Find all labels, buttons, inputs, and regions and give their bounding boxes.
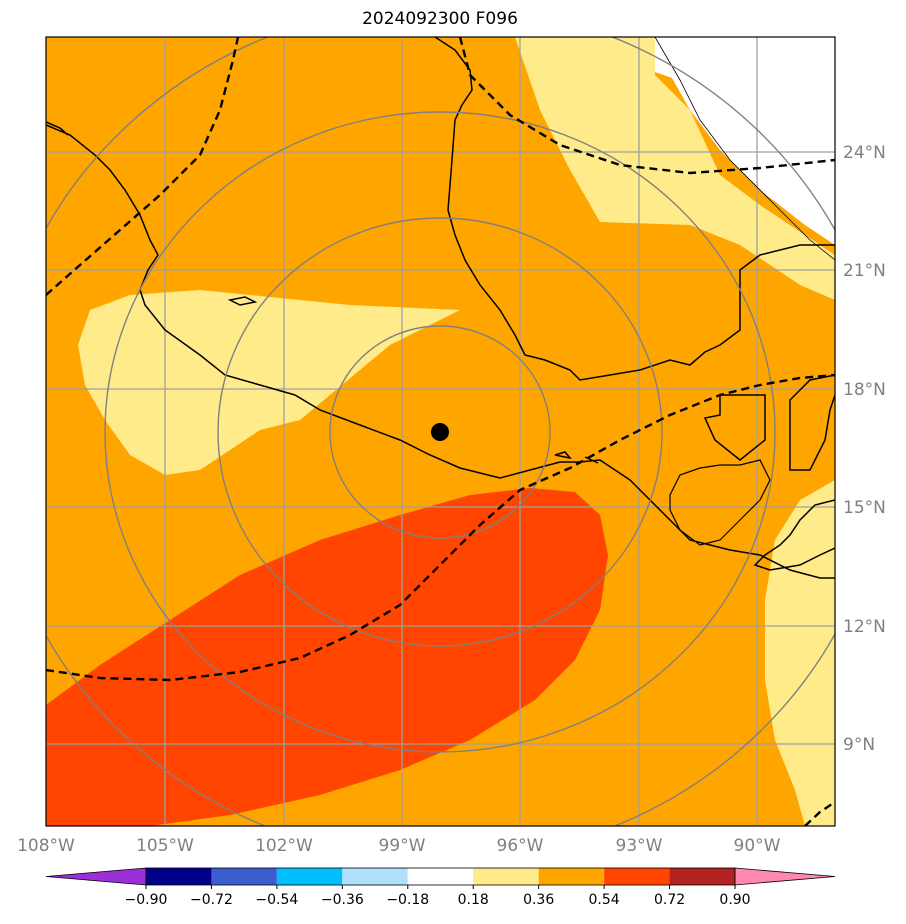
lat-labels: 24°N 21°N 18°N 15°N 12°N 9°N — [843, 143, 886, 755]
colorbar-segment — [669, 868, 735, 885]
colorbar-tick-label: −0.90 — [125, 892, 168, 908]
field-0.36-0.54-wedge — [730, 250, 835, 360]
colorbar-segment — [146, 868, 212, 885]
colorbar-tick-label: −0.54 — [255, 892, 298, 908]
colorbar-tick-label: 0.36 — [523, 892, 554, 908]
colorbar-segment — [407, 868, 474, 885]
coastlines — [46, 37, 835, 579]
field-0.54-0.72 — [46, 488, 608, 826]
ring-2 — [217, 217, 663, 647]
dashed-contours — [46, 37, 835, 826]
range-rings — [46, 37, 835, 826]
colorbar-segment — [538, 868, 605, 885]
lat-label: 24°N — [843, 143, 886, 163]
lat-label: 12°N — [843, 617, 886, 637]
lon-label: 90°W — [734, 836, 781, 856]
colorbar-segment — [473, 868, 539, 885]
colorbar-tick-label: −0.18 — [386, 892, 429, 908]
boundary-line — [654, 37, 835, 261]
lon-label: 99°W — [379, 836, 426, 856]
colorbar-extend-low — [45, 867, 147, 886]
field-0.18-0.36-northeast — [515, 37, 835, 300]
colorbar-segment — [211, 868, 277, 885]
map-plot-area — [46, 37, 835, 826]
lon-label: 108°W — [17, 836, 75, 856]
lon-label: 105°W — [136, 836, 194, 856]
lon-label: 93°W — [616, 836, 663, 856]
ring-1 — [329, 325, 551, 539]
lon-labels: 108°W 105°W 102°W 99°W 96°W 93°W 90°W — [17, 836, 781, 856]
plot-frame — [45, 36, 836, 827]
ring-3 — [104, 111, 776, 753]
colorbar-tick-label: 0.54 — [589, 892, 620, 908]
colorbar-tick-label: 0.90 — [719, 892, 750, 908]
colorbar-frame — [145, 867, 736, 886]
colorbar-segment — [276, 868, 343, 885]
colorbar: −0.90 −0.72 −0.54 −0.36 −0.18 0.18 0.36 0.54 0.7… — [45, 867, 836, 908]
lat-label: 9°N — [843, 735, 875, 755]
colorbar-segment — [604, 868, 670, 885]
lat-label: 18°N — [843, 380, 886, 400]
map-title: 2024092300 F096 — [362, 9, 518, 29]
colorbar-tick-label: 0.72 — [654, 892, 685, 908]
colorbar-extend-high — [734, 867, 836, 886]
colorbar-tick-label: −0.36 — [321, 892, 364, 908]
lon-label: 96°W — [497, 836, 544, 856]
lon-label: 102°W — [255, 836, 313, 856]
field-neutral-northeast — [655, 37, 835, 245]
colorbar-tick-label: −0.72 — [190, 892, 233, 908]
storm-center-marker — [431, 423, 449, 441]
colorbar-tick-label: 0.18 — [458, 892, 489, 908]
lat-label: 21°N — [843, 261, 886, 281]
lat-label: 15°N — [843, 498, 886, 518]
colorbar-segment — [342, 868, 408, 885]
